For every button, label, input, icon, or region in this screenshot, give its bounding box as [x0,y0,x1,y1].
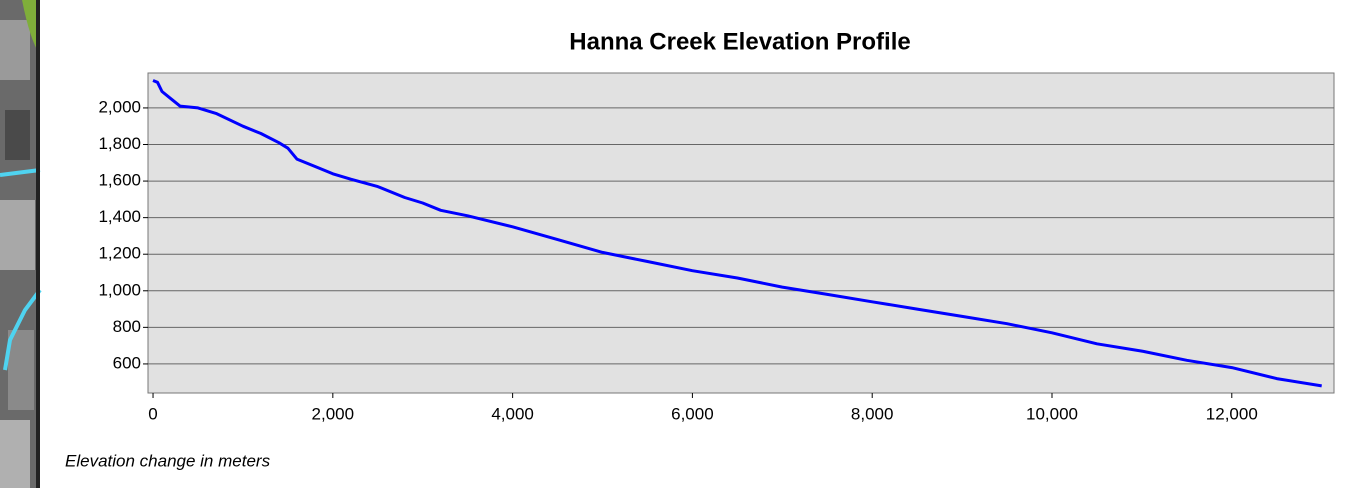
y-tick-label: 1,800 [98,134,141,153]
y-tick-label: 600 [113,353,141,372]
x-tick-label: 4,000 [491,404,534,423]
x-tick-label: 6,000 [671,404,714,423]
y-tick-label: 1,200 [98,244,141,263]
x-tick-label: 12,000 [1206,404,1258,423]
chart-title: Hanna Creek Elevation Profile [569,28,910,55]
x-axis-label: Elevation change in meters [65,451,271,470]
chart: Hanna Creek Elevation Profile Elevation … [0,0,1352,488]
map-strip [0,0,40,488]
x-tick-label: 8,000 [851,404,894,423]
y-tick-label: 1,600 [98,171,141,190]
plot-area [148,73,1334,393]
x-tick-label: 2,000 [312,404,355,423]
x-tick-label: 10,000 [1026,404,1078,423]
y-tick-label: 2,000 [98,97,141,116]
y-tick-label: 1,400 [98,207,141,226]
x-tick-label: 0 [148,404,157,423]
y-tick-label: 1,000 [98,280,141,299]
y-tick-label: 800 [113,317,141,336]
